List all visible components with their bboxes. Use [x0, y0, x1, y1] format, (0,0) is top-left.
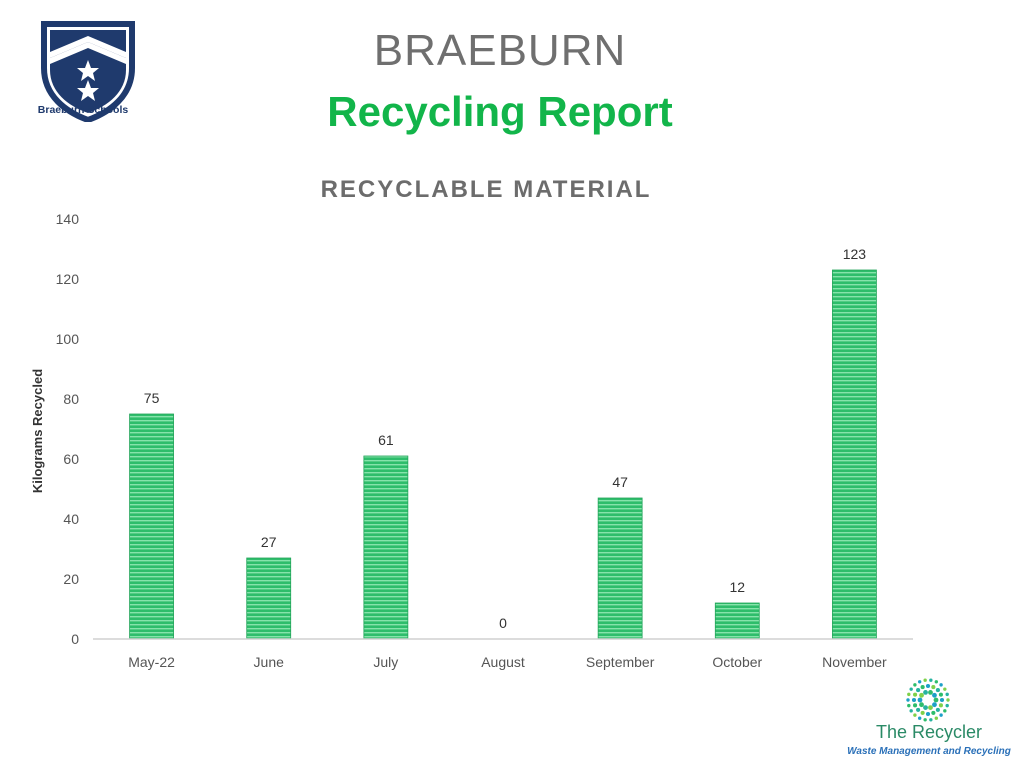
recycler-dot: [939, 713, 943, 717]
recycler-logo-icon: [906, 678, 950, 722]
x-tick-label: June: [254, 654, 285, 670]
recycler-dot: [938, 703, 943, 708]
bar: [246, 557, 292, 640]
recycler-dot: [934, 716, 939, 720]
recycler-dot: [907, 692, 911, 697]
recycler-dot: [932, 692, 937, 698]
recycler-dot: [929, 718, 933, 722]
data-label: 47: [612, 474, 628, 490]
bar: [597, 497, 643, 640]
recycler-dot: [939, 683, 943, 687]
data-label: 75: [144, 390, 160, 406]
recycler-dot: [917, 697, 923, 703]
recycler-dot: [928, 705, 933, 711]
recycler-dot: [925, 711, 931, 717]
y-tick-label: 80: [63, 391, 79, 407]
x-tick-label: September: [586, 654, 655, 670]
recycler-dot: [933, 697, 939, 703]
recycler-dot: [916, 707, 921, 712]
recycler-dot: [920, 710, 925, 715]
recycler-dot: [916, 688, 921, 693]
x-tick-label: November: [822, 654, 887, 670]
y-tick-label: 0: [71, 631, 79, 647]
recycler-dot: [946, 698, 950, 702]
y-tick-label: 40: [63, 511, 79, 527]
recycler-dot: [925, 683, 931, 689]
recycler-dot: [919, 702, 924, 708]
recycler-dot: [923, 705, 928, 711]
star-icon: [77, 60, 99, 81]
recycler-dot: [920, 685, 925, 690]
bar: [363, 455, 409, 640]
recycler-dot: [909, 709, 913, 713]
recycler-dot: [935, 688, 940, 693]
recycler-dot: [943, 687, 947, 691]
recycler-dot: [906, 698, 910, 702]
data-label: 123: [843, 246, 867, 262]
data-label: 0: [499, 615, 507, 631]
recycler-dot: [913, 692, 918, 697]
recycler-dot: [934, 680, 939, 684]
recycler-dot: [917, 716, 922, 720]
recycler-dot: [939, 697, 945, 703]
y-axis-label: Kilograms Recycled: [30, 369, 45, 493]
bar: [832, 269, 877, 640]
recycler-dot: [932, 702, 937, 708]
x-tick-label: October: [712, 654, 762, 670]
recycler-dot: [938, 692, 943, 697]
y-tick-label: 120: [56, 271, 80, 287]
chart-title: RECYCLABLE MATERIAL: [320, 176, 652, 203]
recycler-dot: [913, 683, 917, 687]
brand-title: BRAEBURN: [373, 26, 627, 75]
bar: [129, 413, 174, 640]
recycler-dot: [923, 689, 928, 695]
recycler-dot: [931, 710, 936, 715]
recycler-dot: [907, 703, 911, 708]
data-label: 61: [378, 432, 394, 448]
recycler-dot: [917, 680, 922, 684]
school-shield-logo: [41, 21, 135, 122]
report-title: Recycling Report: [327, 88, 673, 135]
recycler-name: The Recycler: [875, 722, 983, 742]
recycler-dot: [911, 697, 917, 703]
recycler-dot: [931, 685, 936, 690]
x-tick-label: May-22: [128, 654, 175, 670]
recycler-dot: [945, 703, 949, 708]
recycler-dot: [928, 689, 933, 695]
star-icon: [77, 80, 99, 101]
recycler-dot: [913, 713, 917, 717]
data-label: 27: [261, 534, 277, 550]
y-tick-label: 100: [56, 331, 80, 347]
recycler-dot: [935, 707, 940, 712]
x-tick-label: August: [481, 654, 525, 670]
school-logo-caption: Braeburn Schools: [37, 104, 129, 116]
y-tick-label: 140: [56, 211, 80, 227]
recycler-dot: [929, 678, 933, 682]
x-tick-label: July: [373, 654, 398, 670]
y-tick-label: 60: [63, 451, 79, 467]
recycler-dot: [909, 687, 913, 691]
y-tick-label: 20: [63, 571, 79, 587]
recycler-tagline: Waste Management and Recycling: [847, 746, 1011, 757]
bar: [714, 602, 760, 640]
recycler-dot: [919, 692, 924, 698]
recycler-dot: [943, 709, 947, 713]
recycler-dot: [923, 678, 927, 682]
recycler-dot: [945, 692, 949, 697]
data-label: 12: [729, 579, 745, 595]
recycler-dot: [923, 718, 927, 722]
recycler-dot: [913, 703, 918, 708]
